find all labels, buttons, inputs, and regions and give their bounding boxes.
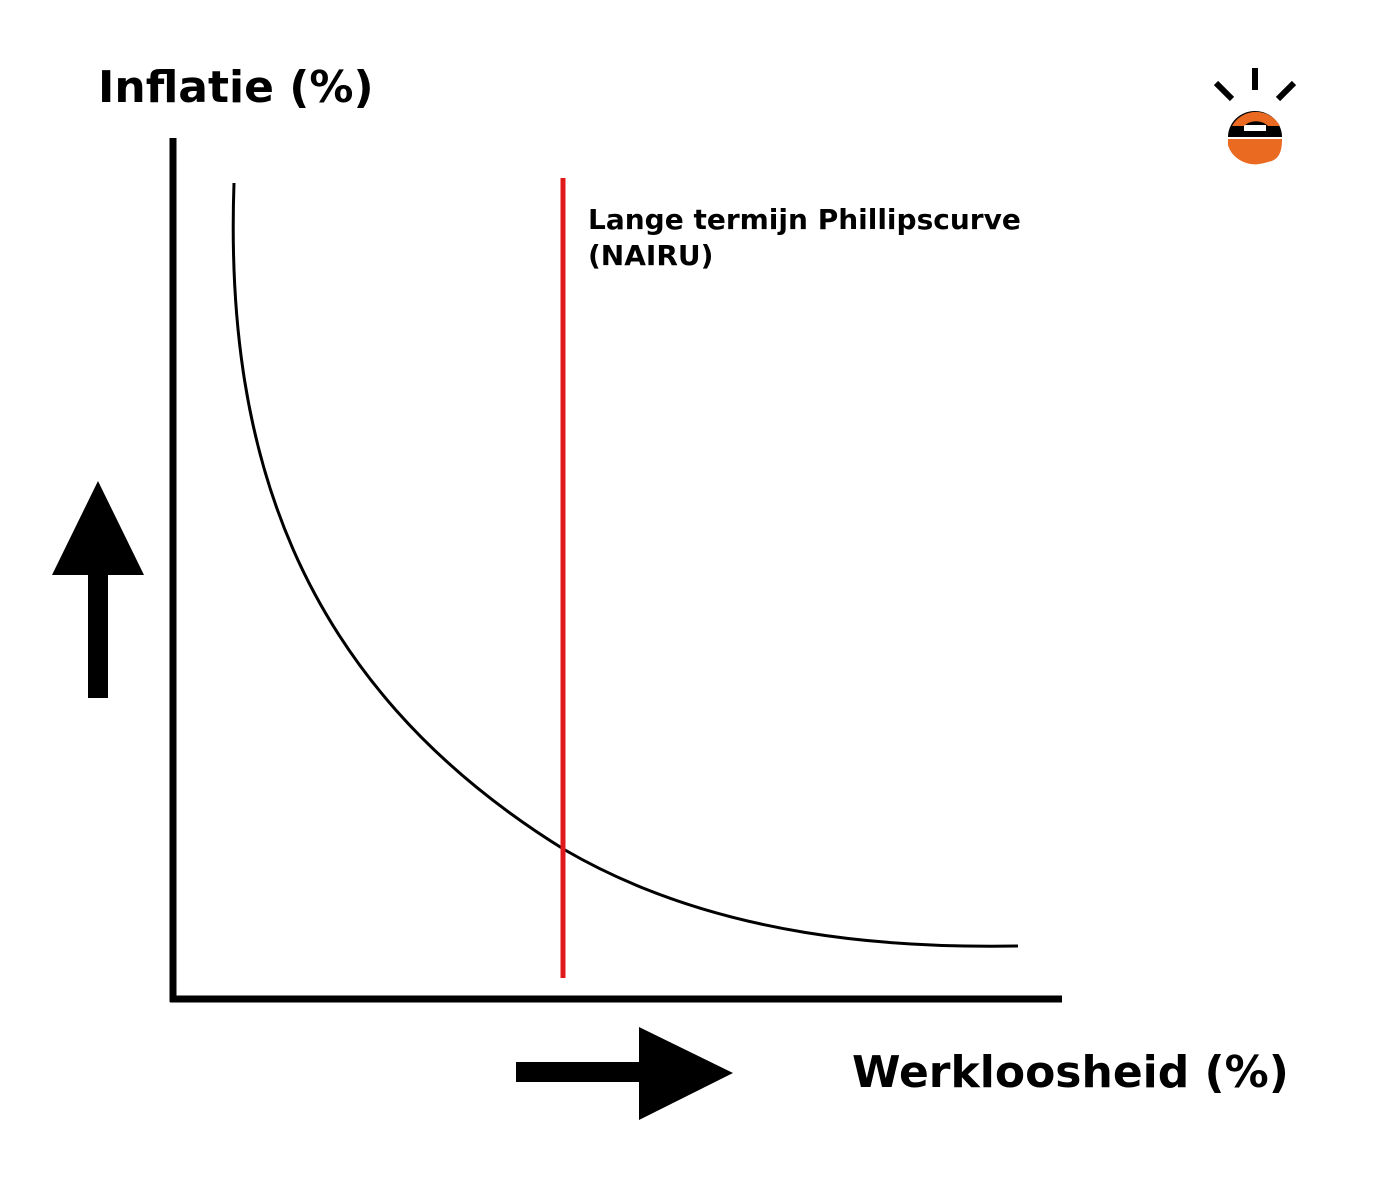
arrow-up-icon [52, 481, 144, 698]
arrow-right-icon [516, 1027, 733, 1120]
y-axis-title: Inflatie (%) [98, 62, 374, 113]
short-run-phillips-curve [231, 182, 1019, 948]
lrpc-label-line1: Lange termijn Phillipscurve [588, 203, 1021, 236]
logo-e-icon [1213, 68, 1297, 165]
lrpc-label-line2: (NAIRU) [588, 239, 713, 272]
x-axis-title: Werkloosheid (%) [852, 1047, 1289, 1098]
